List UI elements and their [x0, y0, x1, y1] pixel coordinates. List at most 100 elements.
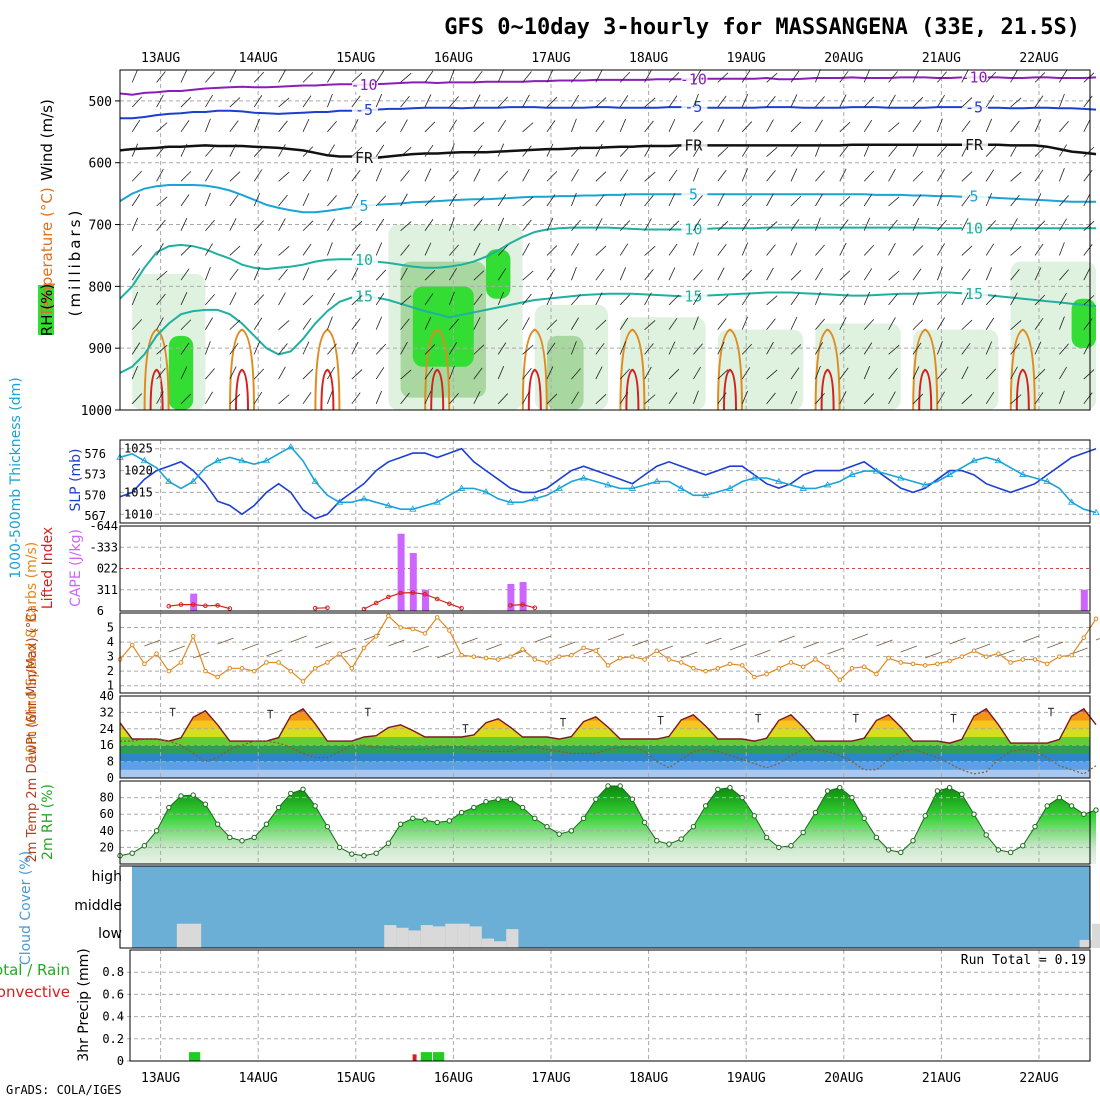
left-tick-label: 567	[84, 509, 106, 523]
wind-speed-marker	[971, 648, 977, 654]
wind-barb	[302, 341, 310, 355]
wind-barb	[595, 69, 603, 83]
wind-speed-marker	[703, 668, 708, 674]
wind-barb	[1083, 193, 1091, 207]
low-cloud-bar	[469, 926, 482, 948]
wind-barb	[1095, 638, 1100, 641]
wind-barb	[1083, 369, 1095, 380]
rh-marker	[251, 834, 257, 841]
wind-barb	[705, 637, 722, 645]
wind-barb	[229, 120, 239, 133]
top-date-label: 16AUG	[434, 51, 473, 66]
thickness-marker	[1092, 508, 1100, 516]
low-cloud-bar	[506, 929, 519, 948]
wind-barb	[473, 196, 485, 207]
wind-barb	[1059, 316, 1065, 330]
thickness-marker	[628, 484, 637, 491]
cloud-frame	[119, 865, 1091, 949]
wind-barb	[546, 292, 554, 306]
wind-barb	[278, 343, 288, 355]
wind-barb	[595, 292, 603, 306]
y-tick-label: 1000	[81, 404, 112, 419]
low-cloud-bar	[457, 923, 470, 948]
wind-barb	[619, 192, 627, 207]
contour-label-bg	[352, 250, 378, 267]
rh-marker	[1020, 843, 1026, 849]
wind-barb	[717, 119, 725, 132]
rh-marker	[263, 821, 270, 827]
hot-contour	[430, 368, 445, 411]
bottom-date-label: 15AUG	[336, 1071, 375, 1086]
wind-barb	[741, 218, 751, 231]
wind-barb	[693, 390, 699, 404]
wind-speed-marker	[422, 631, 428, 636]
wind-barb	[644, 343, 654, 355]
lifted-index-marker	[410, 590, 416, 595]
wind-speed-marker	[556, 654, 562, 659]
thickness-marker	[384, 501, 393, 509]
contour-label: -5	[355, 101, 373, 119]
rh-marker	[458, 809, 465, 816]
wind-barb	[278, 292, 286, 306]
wind-barb	[668, 118, 676, 132]
wind-barb	[815, 193, 823, 207]
temp-band	[120, 753, 1090, 763]
wind-barb	[571, 341, 577, 355]
wind-barb	[1059, 218, 1067, 231]
wind-barb	[937, 243, 945, 256]
wind-barb	[193, 651, 210, 659]
rh-marker	[483, 799, 489, 805]
wind-barb	[327, 292, 335, 306]
wind-barb	[961, 268, 971, 281]
wind-speed-marker	[1008, 660, 1013, 665]
wind-barb	[693, 269, 703, 281]
thickness-marker	[823, 481, 832, 488]
wind-barb	[449, 267, 457, 281]
rh-marker	[1007, 849, 1014, 856]
rh-marker	[544, 823, 550, 830]
wind-barb	[912, 245, 924, 256]
wind-barb	[815, 143, 821, 157]
wind-barb	[790, 242, 798, 256]
hot-contour	[1015, 368, 1030, 411]
wind-barb	[644, 245, 656, 256]
wind-barb	[217, 637, 234, 645]
temp-band	[120, 728, 1090, 738]
bottom-date-label: 16AUG	[434, 1071, 473, 1086]
wind-barb	[437, 651, 454, 659]
wind-speed-marker	[825, 664, 830, 670]
wind-barb	[351, 318, 361, 330]
wind-barb	[644, 194, 654, 207]
wind-barb	[754, 649, 771, 657]
rh-marker	[824, 788, 831, 794]
wind-barb	[546, 120, 556, 133]
wind-barb	[595, 393, 607, 405]
temp-band	[120, 712, 1090, 722]
wind-barb	[156, 243, 164, 256]
wind-barb	[888, 196, 900, 207]
wind-barb	[815, 267, 823, 281]
wind-barb	[863, 268, 873, 281]
wind-barb	[497, 291, 505, 306]
wind-barb	[315, 641, 332, 649]
wind-speed-marker	[337, 651, 342, 657]
wind-barb	[790, 293, 800, 306]
hot-contour	[320, 368, 335, 411]
wind-barb	[131, 119, 141, 133]
wind-barb	[497, 143, 505, 157]
low-cloud-bar	[384, 925, 397, 948]
wind-barb	[302, 118, 310, 132]
rh-frame	[119, 780, 1091, 865]
wind-barb	[1010, 194, 1020, 207]
thickness-marker	[994, 456, 1003, 464]
rh-marker	[776, 844, 782, 851]
y-tick-label: 700	[89, 219, 112, 234]
contour-label-bg	[352, 287, 378, 304]
thickness-marker	[189, 477, 197, 484]
wind-barb	[863, 143, 871, 157]
wind-barb	[1010, 343, 1020, 355]
rh-marker	[898, 849, 904, 856]
wind-barb	[619, 71, 631, 83]
wind-barb	[863, 366, 871, 380]
thickness-marker	[1043, 477, 1051, 484]
